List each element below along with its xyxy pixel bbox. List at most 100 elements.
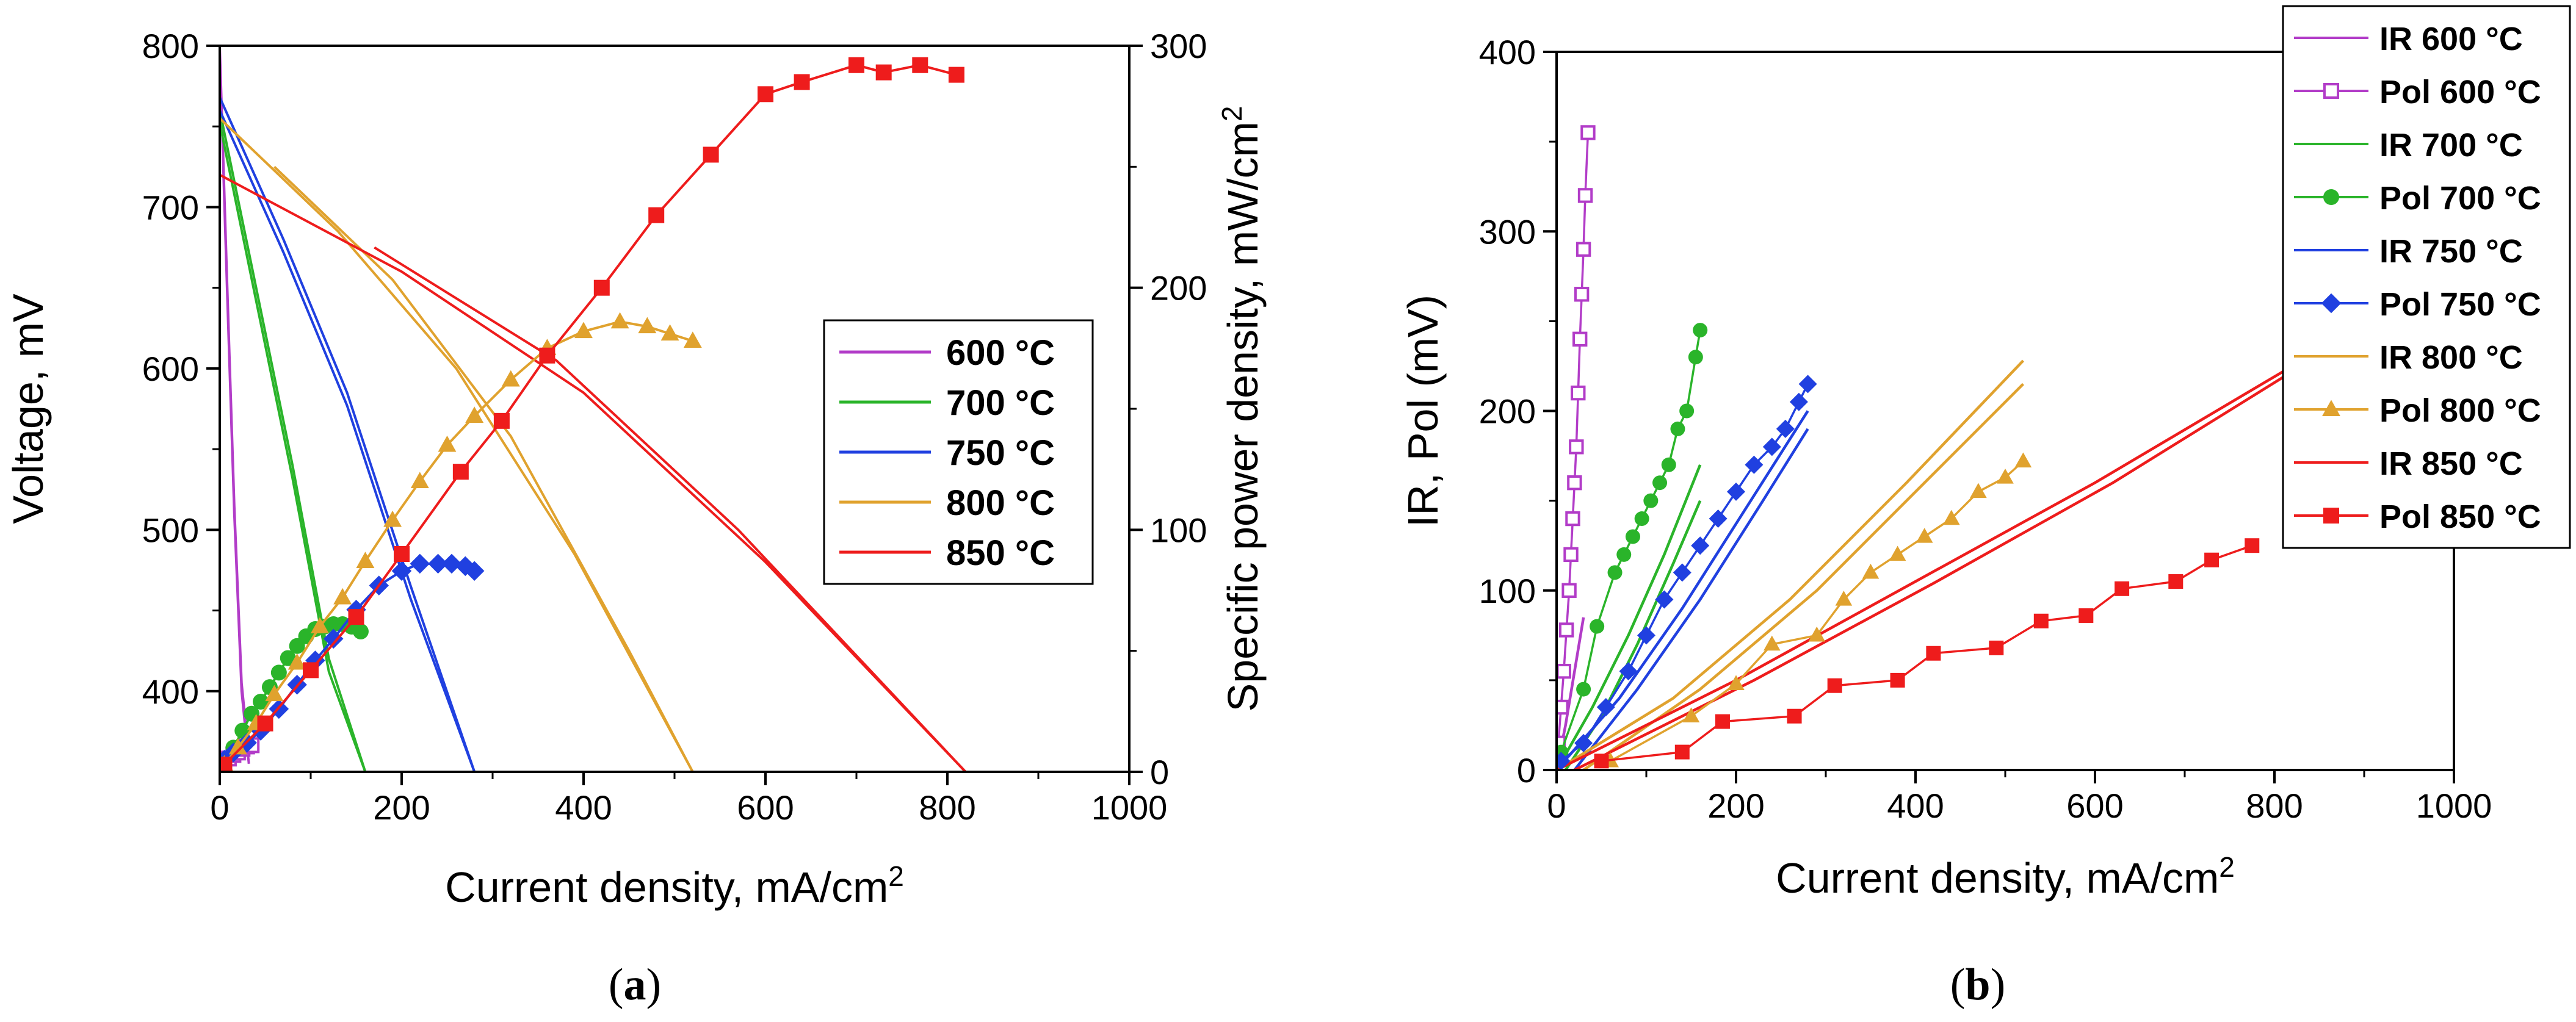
power-point-750-c xyxy=(391,561,412,581)
legend-label-750-c: 750 °C xyxy=(946,433,1055,473)
pol-point-pol-600-c xyxy=(1580,125,1596,140)
pol-point-pol-600-c xyxy=(1563,547,1579,563)
x-tick-label: 600 xyxy=(2066,786,2123,825)
pol-point-pol-750-c xyxy=(1798,375,1817,394)
pol-point-pol-850-c xyxy=(1926,646,1941,661)
power-point-800-c xyxy=(465,406,484,423)
y-tick-label: 400 xyxy=(142,672,199,711)
x-tick-label: 0 xyxy=(210,788,229,827)
power-point-800-c xyxy=(638,317,657,334)
pol-point-pol-750-c xyxy=(1596,698,1615,717)
voltage-line-850-c xyxy=(220,173,967,772)
pol-point-pol-750-c xyxy=(1619,662,1638,681)
power-point-700-c xyxy=(352,623,369,639)
pol-point-pol-800-c xyxy=(1682,707,1700,722)
power-point-850-c xyxy=(912,57,928,73)
voltage-line-b-800-c xyxy=(273,165,694,772)
pol-point-pol-750-c xyxy=(1789,392,1808,411)
y2-tick-label: 0 xyxy=(1150,753,1169,791)
power-point-850-c xyxy=(348,609,364,625)
x-tick-label: 1000 xyxy=(1091,788,1168,827)
power-point-800-c xyxy=(574,322,593,339)
power-point-850-c xyxy=(257,715,273,732)
legend-marker-pol-850-c xyxy=(2323,508,2339,524)
panel-a-ylabel: Voltage, mV xyxy=(4,293,52,524)
panel-b-ylabel: IR, Pol (mV) xyxy=(1399,295,1447,527)
pol-point-pol-700-c xyxy=(1576,682,1591,697)
power-point-850-c xyxy=(648,207,665,223)
panel-b-label-letter: b xyxy=(1965,960,1990,1010)
legend-marker-pol-800-c xyxy=(2322,400,2340,417)
legend-label-700-c: 700 °C xyxy=(946,383,1055,423)
power-point-850-c xyxy=(593,279,610,296)
legend-label-ir-850-c: IR 850 °C xyxy=(2379,445,2523,482)
x-tick-label: 1000 xyxy=(2416,786,2492,825)
pol-point-pol-750-c xyxy=(1557,752,1571,770)
legend-label-pol-600-c: Pol 600 °C xyxy=(2379,74,2541,110)
power-point-800-c xyxy=(660,324,679,341)
power-point-800-c xyxy=(356,552,375,568)
pol-point-pol-750-c xyxy=(1673,563,1691,582)
legend-marker-pol-600-c xyxy=(2323,82,2340,99)
power-point-750-c xyxy=(441,553,462,574)
pol-point-pol-800-c xyxy=(1764,635,1781,651)
power-point-800-c xyxy=(438,435,457,452)
pol-line-pol-800-c xyxy=(1610,460,2024,762)
power-point-850-c xyxy=(948,67,964,83)
pol-point-pol-750-c xyxy=(1574,733,1593,752)
panel-a-plot-area xyxy=(220,46,967,772)
panel-b-label-open: ( xyxy=(1950,960,1966,1010)
pol-point-pol-750-c xyxy=(1745,455,1764,474)
pol-point-pol-850-c xyxy=(1787,708,1802,724)
power-point-800-c xyxy=(610,312,629,329)
power-point-850-c xyxy=(452,464,469,480)
power-point-800-c xyxy=(288,653,306,670)
pol-point-pol-800-c xyxy=(1835,591,1853,606)
ir-line-ir-700-c xyxy=(1557,464,1702,770)
pol-point-pol-700-c xyxy=(1693,323,1708,338)
pol-point-pol-600-c xyxy=(1558,622,1574,638)
pol-point-pol-750-c xyxy=(1655,590,1674,609)
panel-a-label-letter: a xyxy=(624,960,646,1010)
pol-point-pol-700-c xyxy=(1679,403,1695,419)
pol-point-pol-600-c xyxy=(1574,287,1590,302)
y2-tick-label: 200 xyxy=(1150,269,1207,308)
pol-point-pol-600-c xyxy=(1561,583,1577,598)
pol-point-pol-800-c xyxy=(1970,483,1987,498)
power-line-800-c xyxy=(223,320,693,766)
power-point-850-c xyxy=(848,57,864,73)
pol-point-pol-850-c xyxy=(1715,714,1730,729)
panel-a-y2label: Specific power density, mW/cm2 xyxy=(1216,106,1267,712)
pol-point-pol-850-c xyxy=(1890,672,1905,688)
pol-line-pol-600-c xyxy=(1557,132,1590,744)
power-point-850-c xyxy=(875,64,892,81)
panel-b-chart: 0 200 400 600 800 1000 0 100 200 300 400 Current de… xyxy=(1399,5,2571,902)
pol-point-pol-600-c xyxy=(1569,439,1584,455)
pol-point-pol-750-c xyxy=(1637,626,1655,645)
x-tick-label: 400 xyxy=(1887,786,1944,825)
voltage-line-b-750-c xyxy=(220,109,476,772)
pol-point-pol-800-c xyxy=(2014,452,2032,468)
legend-label-pol-800-c: Pol 800 °C xyxy=(2379,392,2541,429)
pol-point-pol-850-c xyxy=(1989,640,2004,655)
legend-label-850-c: 850 °C xyxy=(946,533,1055,573)
pol-point-pol-600-c xyxy=(1577,188,1593,203)
x-tick-label: 200 xyxy=(373,788,430,827)
ir-line-b-ir-850-c xyxy=(1574,370,2293,770)
y-tick-label: 600 xyxy=(142,350,199,388)
pol-point-pol-800-c xyxy=(1889,545,1906,561)
panel-b-xlabel-text: Current density, mA/cm xyxy=(1776,854,2219,902)
pol-point-pol-850-c xyxy=(2115,581,2130,596)
y-tick-label: 500 xyxy=(142,511,199,549)
panel-b-xlabel-superscript: 2 xyxy=(2219,851,2235,883)
pol-point-pol-600-c xyxy=(1572,331,1588,347)
panel-a-label-open: ( xyxy=(609,960,624,1010)
panel-a-legend: 600 °C 700 °C 750 °C 800 °C 850 °C xyxy=(823,319,1094,585)
power-point-800-c xyxy=(501,370,520,387)
ir-line-ir-750-c xyxy=(1557,410,1809,770)
panel-a-ylabel-text: Voltage, mV xyxy=(4,293,52,524)
x-tick-label: 200 xyxy=(1707,786,1764,825)
y-tick-label: 0 xyxy=(1517,751,1536,790)
y-tick-label: 200 xyxy=(1479,392,1536,431)
